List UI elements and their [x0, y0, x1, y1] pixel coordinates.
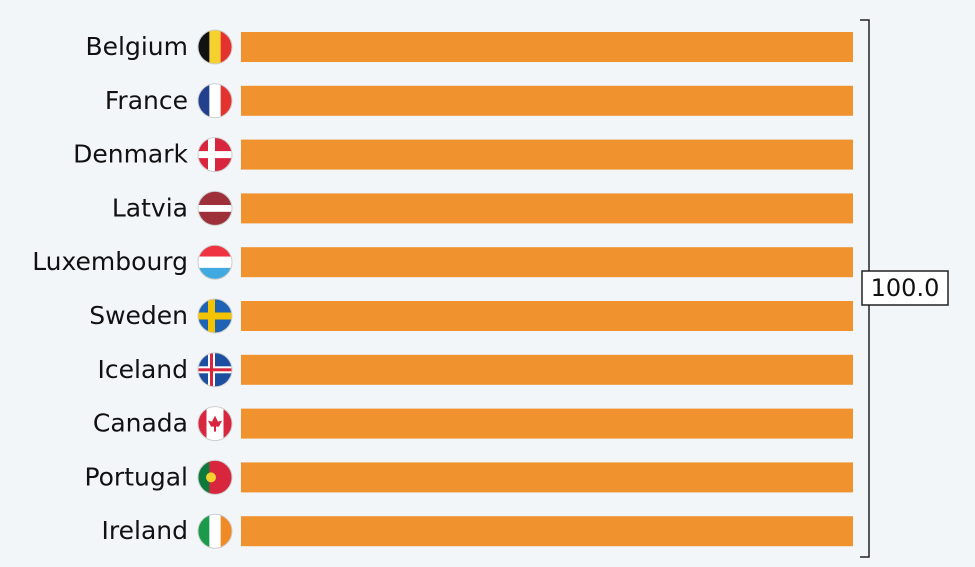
y-tick-label: Iceland [98, 355, 188, 384]
flag-stripe [220, 460, 232, 495]
y-tick-label: Sweden [89, 301, 188, 330]
flag [198, 406, 232, 441]
flag-cross [198, 368, 232, 372]
y-tick-label: Canada [93, 409, 188, 438]
flag [198, 137, 232, 172]
y-tick-label: Portugal [84, 462, 188, 491]
flag [198, 245, 232, 280]
y-tick-label: Belgium [86, 32, 189, 61]
flag-stripe [209, 30, 222, 64]
flag-stripe [198, 205, 232, 213]
flag-ring [197, 406, 233, 442]
flag-stripe [220, 83, 232, 118]
y-tick-label: Ireland [102, 516, 188, 545]
annotation-box [861, 270, 949, 306]
flag-stripe [198, 191, 232, 199]
flag-stripe [198, 514, 210, 549]
bar [241, 247, 853, 278]
flag-stripe [223, 406, 232, 441]
flag-stripe [198, 460, 210, 495]
bar [241, 32, 853, 62]
flag-ring [197, 190, 233, 226]
bar [241, 408, 853, 439]
flag-ring [197, 513, 233, 549]
flag-stripe [198, 211, 232, 220]
y-tick-label: Denmark [73, 140, 188, 169]
flag [198, 514, 232, 549]
flag-stripe [198, 218, 232, 226]
flag-stripe [220, 30, 232, 64]
flag-ring [197, 29, 233, 65]
flag-stripe [220, 514, 232, 549]
flag-ring [197, 298, 233, 334]
flag [198, 299, 232, 333]
flag [198, 352, 232, 387]
flag-ring [197, 137, 233, 173]
flag-ring [197, 83, 233, 119]
flag-stripe [198, 198, 232, 206]
flag-stripe [198, 406, 207, 441]
bar [241, 516, 853, 547]
flag [198, 83, 232, 118]
y-tick-label: Luxembourg [32, 247, 188, 276]
bar [241, 462, 853, 493]
flag-ring [197, 352, 233, 388]
flag-cross [198, 151, 232, 159]
bar [241, 85, 853, 116]
flag-stripe [198, 30, 210, 64]
flag-stripe [209, 514, 222, 549]
flag-stripe [198, 245, 232, 258]
bar [241, 354, 853, 385]
bar [241, 193, 853, 224]
flag-stripe [198, 256, 232, 269]
flag-stripe [209, 83, 222, 118]
annotation: 100.0 [871, 274, 940, 302]
flag-ring [197, 459, 233, 495]
bar [241, 301, 853, 331]
flag-cross [198, 312, 232, 320]
flag-stripe [198, 83, 210, 118]
flag-emblem [206, 472, 216, 483]
flag-stripe [198, 267, 232, 280]
flag [198, 30, 232, 64]
flag [198, 191, 232, 226]
flag-leaf [208, 415, 222, 432]
bar [241, 139, 853, 170]
flag [198, 460, 232, 495]
y-tick-label: France [105, 86, 188, 115]
y-tick-label: Latvia [112, 193, 188, 222]
flag-ring [197, 244, 233, 280]
